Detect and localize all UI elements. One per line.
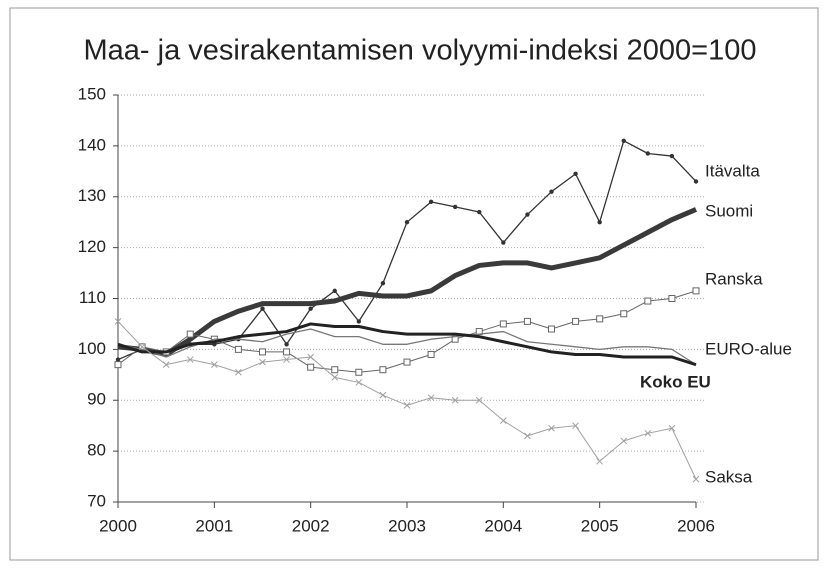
marker	[524, 432, 531, 440]
marker	[356, 319, 362, 324]
y-tick-label: 130	[78, 186, 106, 205]
x-tick-label: 2005	[581, 516, 619, 535]
marker	[114, 318, 122, 325]
marker	[428, 199, 434, 205]
x-tick-label: 2003	[388, 516, 426, 535]
marker	[692, 475, 700, 483]
legend-label: Suomi	[705, 201, 753, 220]
legend-label: Koko EU	[640, 372, 711, 391]
marker	[501, 240, 506, 245]
marker	[427, 394, 435, 402]
marker	[573, 171, 578, 177]
marker	[452, 204, 458, 210]
frame	[9, 7, 819, 561]
legend-label: Itävalta	[705, 161, 760, 180]
marker	[621, 138, 626, 143]
x-tick-label: 2000	[99, 516, 137, 535]
marker	[499, 417, 507, 424]
y-tick-label: 80	[87, 441, 106, 460]
marker	[284, 342, 289, 347]
marker	[115, 357, 121, 362]
marker	[379, 366, 387, 374]
marker	[307, 353, 315, 361]
legend-label: Saksa	[705, 467, 753, 486]
marker	[548, 424, 555, 432]
marker	[186, 330, 194, 338]
marker	[283, 348, 291, 356]
y-tick-label: 110	[79, 288, 106, 307]
marker	[259, 358, 266, 366]
marker	[403, 401, 411, 409]
marker	[644, 297, 652, 305]
marker	[331, 366, 339, 374]
marker	[331, 374, 339, 381]
marker	[597, 219, 602, 225]
marker	[620, 437, 628, 445]
marker	[523, 317, 531, 325]
marker	[210, 361, 218, 368]
x-tick-label: 2004	[484, 516, 522, 535]
marker	[355, 368, 363, 376]
marker	[138, 343, 146, 351]
y-tick-label: 120	[78, 237, 106, 256]
marker	[403, 358, 411, 366]
marker	[669, 153, 675, 159]
marker	[186, 356, 194, 363]
marker	[596, 315, 604, 323]
x-tick-label: 2002	[292, 516, 330, 535]
marker	[307, 363, 315, 371]
series-line	[117, 328, 697, 366]
marker	[645, 151, 651, 156]
marker	[308, 306, 313, 311]
marker	[379, 391, 387, 399]
y-tick-label: 150	[78, 84, 106, 103]
series-line	[117, 207, 697, 357]
marker	[668, 424, 676, 432]
x-tick-label: 2006	[677, 516, 715, 535]
marker	[596, 457, 604, 465]
marker	[668, 295, 676, 302]
marker	[477, 209, 482, 215]
marker	[549, 189, 554, 194]
marker	[548, 325, 555, 333]
marker	[235, 368, 242, 376]
marker	[234, 345, 242, 353]
marker	[260, 306, 265, 311]
marker	[499, 320, 507, 328]
marker	[620, 310, 628, 318]
legend-label: Ranska	[705, 269, 763, 288]
chart-title: Maa- ja vesirakentamisen volyymi-indeksi…	[84, 35, 757, 67]
marker	[355, 379, 363, 386]
marker	[475, 396, 483, 404]
marker	[692, 287, 700, 295]
marker	[404, 219, 410, 225]
marker	[644, 429, 652, 437]
marker	[525, 212, 530, 217]
series-line	[117, 322, 697, 367]
y-tick-label: 90	[87, 390, 106, 409]
marker	[332, 288, 337, 294]
marker	[451, 396, 459, 404]
marker	[380, 281, 386, 286]
legend-label: EURO-alue	[705, 339, 792, 358]
marker	[283, 356, 290, 363]
marker	[693, 179, 699, 184]
marker	[427, 350, 435, 358]
marker	[572, 422, 579, 430]
marker	[572, 317, 580, 325]
marker	[114, 361, 122, 369]
x-tick-label: 2001	[195, 516, 233, 535]
marker	[162, 361, 170, 368]
y-tick-label: 100	[78, 339, 106, 358]
y-tick-label: 140	[78, 135, 106, 154]
marker	[259, 348, 266, 356]
y-tick-label: 70	[87, 491, 106, 510]
